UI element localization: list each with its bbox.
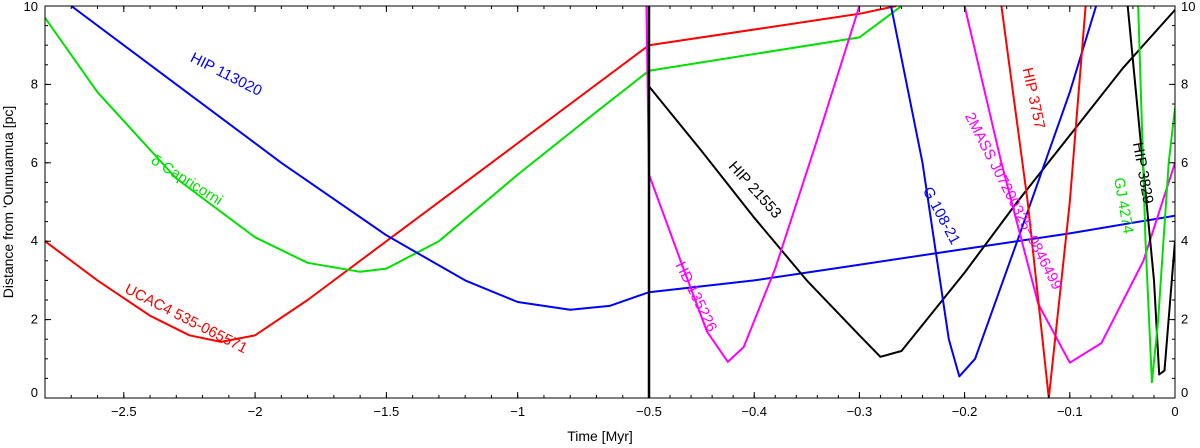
- axes: −2.5 −2 −1.5 −1 −0.5 −0.4 −0.3 −0.2 −0.1 00 02 24 46…: [24, 0, 1196, 419]
- series-line-6: [963, 6, 1175, 364]
- series-line-0: [45, 6, 897, 343]
- x-tick-label: −2.5: [111, 404, 137, 419]
- series-label-0: UCAC4 535-065571: [122, 281, 250, 357]
- x-axis-label: Time [Myr]: [567, 428, 633, 444]
- series-line-2: [70, 6, 1175, 311]
- x-tick-label: −0.5: [636, 404, 662, 419]
- y-tick-label-right: 10: [1181, 0, 1195, 14]
- x-tick-label: 0: [1171, 404, 1178, 419]
- y-tick-label: 6: [31, 155, 38, 170]
- x-tick-label: −0.2: [952, 404, 978, 419]
- y-tick-label: 0: [31, 385, 38, 400]
- y-tick-label: 8: [31, 76, 38, 91]
- y-tick-label-right: 4: [1181, 233, 1188, 248]
- series-label-1: δ Capricorni: [148, 152, 226, 209]
- series-line-3: [648, 9, 1175, 358]
- series-label-6: 2MASS J07200325−0846499: [961, 110, 1065, 293]
- y-tick-label-right: 0: [1181, 385, 1188, 400]
- y-tick-label: 10: [24, 0, 38, 14]
- series-label-5: G 108-21: [919, 184, 963, 247]
- x-tick-label: −2: [248, 404, 263, 419]
- series-label-7: HIP 3757: [1019, 66, 1049, 130]
- y-tick-label-right: 2: [1181, 312, 1188, 327]
- y-tick-label: 4: [31, 233, 38, 248]
- x-tick-label: −1: [510, 404, 525, 419]
- series-line-5: [890, 6, 1098, 378]
- series-line-4: [645, 6, 861, 363]
- y-axis-label: Distance from 'Oumuamua [pc]: [0, 106, 16, 299]
- series-line-7: [1000, 6, 1087, 398]
- x-tick-label: −0.1: [1057, 404, 1083, 419]
- plot-area: UCAC4 535-065571 δ Capricorni HIP 113020 HI…: [45, 6, 1175, 398]
- series-label-2: HIP 113020: [188, 49, 265, 99]
- x-tick-label: −0.4: [741, 404, 767, 419]
- series-label-8: HIP 3829: [1129, 141, 1157, 205]
- series-line-9: [1137, 6, 1175, 384]
- x-tick-label: −1.5: [374, 404, 400, 419]
- y-tick-label-right: 6: [1181, 155, 1188, 170]
- y-tick-label-right: 8: [1181, 76, 1188, 91]
- series-lines: [45, 6, 1175, 398]
- series-label-4: HD 135226: [672, 259, 721, 335]
- series-label-3: HIP 21553: [725, 158, 785, 222]
- series-line-8: [1126, 6, 1175, 376]
- y-tick-label: 2: [31, 312, 38, 327]
- series-line-1: [45, 6, 903, 273]
- x-tick-label: −0.3: [847, 404, 873, 419]
